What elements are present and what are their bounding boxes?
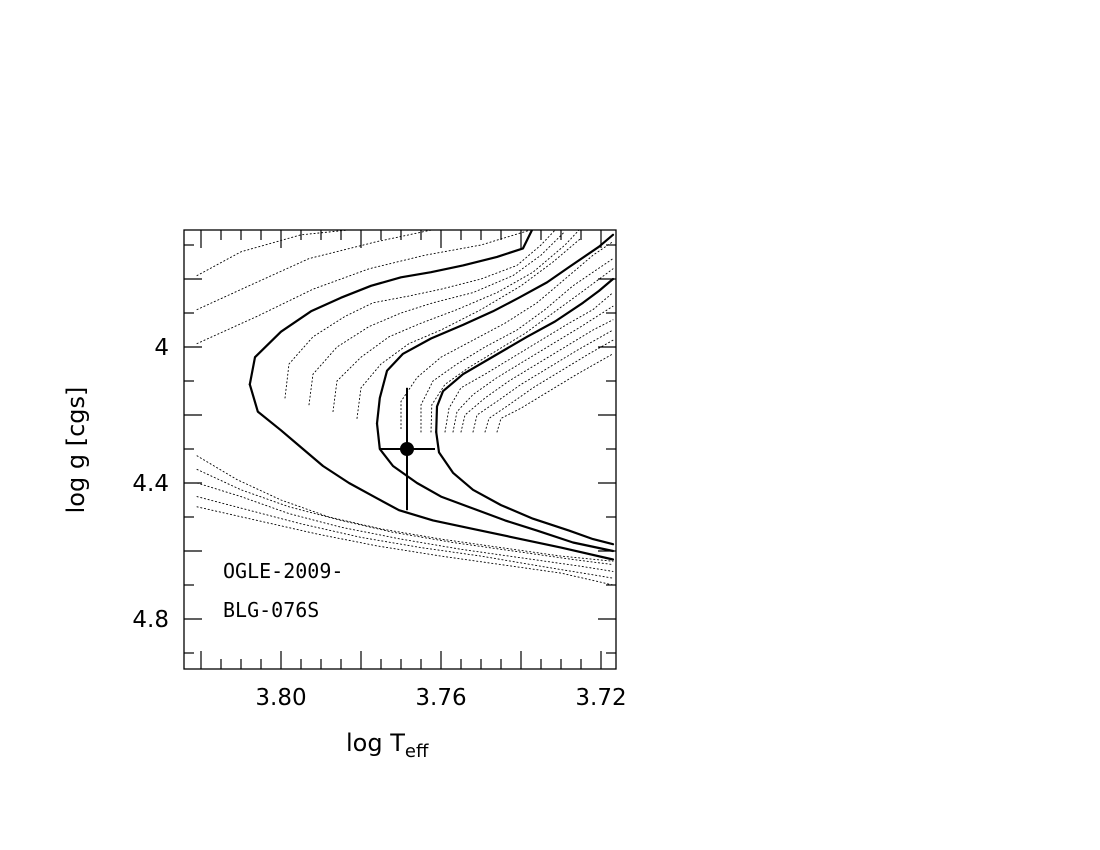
data-point-marker xyxy=(400,442,414,456)
annotation-line-2: BLG-076S xyxy=(223,598,319,622)
isochrone-dotted-4 xyxy=(284,230,556,399)
isochrone-dotted-20 xyxy=(196,468,614,566)
isochrone-solid-3 xyxy=(248,230,534,386)
tick-labels: 3.80 3.76 3.72 4 4.4 4.8 xyxy=(132,335,626,711)
y-tick-label: 4 xyxy=(154,335,169,361)
isochrone-dotted-18 xyxy=(496,353,614,433)
x-axis-label: log Teff xyxy=(346,729,429,762)
isochrone-dotted-1 xyxy=(196,230,434,311)
x-axis-label-subscript: eff xyxy=(405,741,429,762)
isochrone-solid-8 xyxy=(375,233,615,425)
x-axis-label-main: log T xyxy=(346,729,405,757)
annotation-line-1: OGLE-2009- xyxy=(223,559,343,583)
isochrone-dotted-16 xyxy=(472,329,614,433)
isochrone-dotted-11 xyxy=(430,268,614,433)
isochrone-dotted-0 xyxy=(196,230,354,277)
isochrone-dotted-15 xyxy=(460,319,614,433)
y-axis-label: log g [cgs] xyxy=(62,387,90,514)
x-tick-label: 3.80 xyxy=(255,685,306,711)
isochrone-dotted-9 xyxy=(400,241,614,430)
x-tick-label: 3.72 xyxy=(575,685,626,711)
axis-ticks xyxy=(184,230,616,669)
data-point xyxy=(379,387,435,511)
isochrone-solid-25 xyxy=(375,422,615,553)
isochrone-dotted-10 xyxy=(420,258,614,433)
isochrone-curves xyxy=(196,230,615,586)
isochrone-dotted-14 xyxy=(452,305,614,433)
isochrone-dotted-7 xyxy=(356,237,582,419)
isochrone-solid-12 xyxy=(435,277,615,434)
y-tick-label: 4.4 xyxy=(132,471,169,497)
isochrone-dotted-6 xyxy=(332,230,580,413)
x-tick-label: 3.76 xyxy=(415,685,466,711)
isochrone-dotted-17 xyxy=(484,339,614,433)
isochrone-solid-26 xyxy=(435,430,615,546)
isochrone-dotted-23 xyxy=(196,506,614,586)
isochrone-dotted-5 xyxy=(308,230,566,406)
plot-frame xyxy=(183,229,617,670)
isochrone-dotted-2 xyxy=(196,230,532,345)
isochrone-dotted-19 xyxy=(196,455,614,562)
y-tick-label: 4.8 xyxy=(132,607,169,633)
isochrone-solid-24 xyxy=(248,383,615,561)
isochrone-dotted-21 xyxy=(196,482,614,572)
isochrone-dotted-13 xyxy=(444,292,614,433)
